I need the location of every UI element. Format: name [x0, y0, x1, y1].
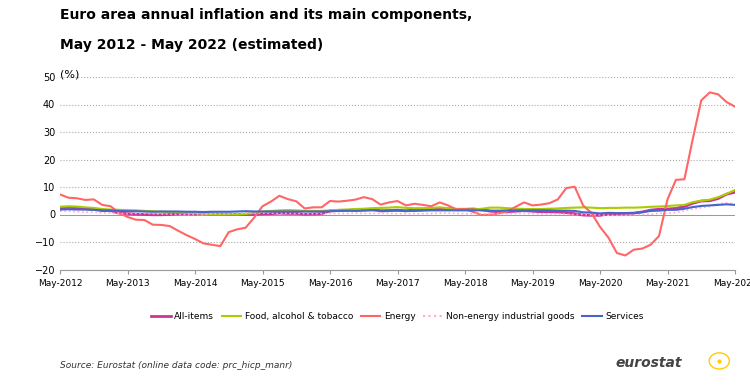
Text: (%): (%) — [60, 69, 80, 79]
Legend: All-items, Food, alcohol & tobacco, Energy, Non-energy industrial goods, Service: All-items, Food, alcohol & tobacco, Ener… — [147, 309, 648, 325]
Text: Source: Eurostat (online data code: prc_hicp_manr): Source: Eurostat (online data code: prc_… — [60, 361, 292, 370]
Text: Euro area annual inflation and its main components,: Euro area annual inflation and its main … — [60, 8, 473, 22]
Text: eurostat: eurostat — [615, 356, 682, 370]
Text: May 2012 - May 2022 (estimated): May 2012 - May 2022 (estimated) — [60, 38, 323, 52]
